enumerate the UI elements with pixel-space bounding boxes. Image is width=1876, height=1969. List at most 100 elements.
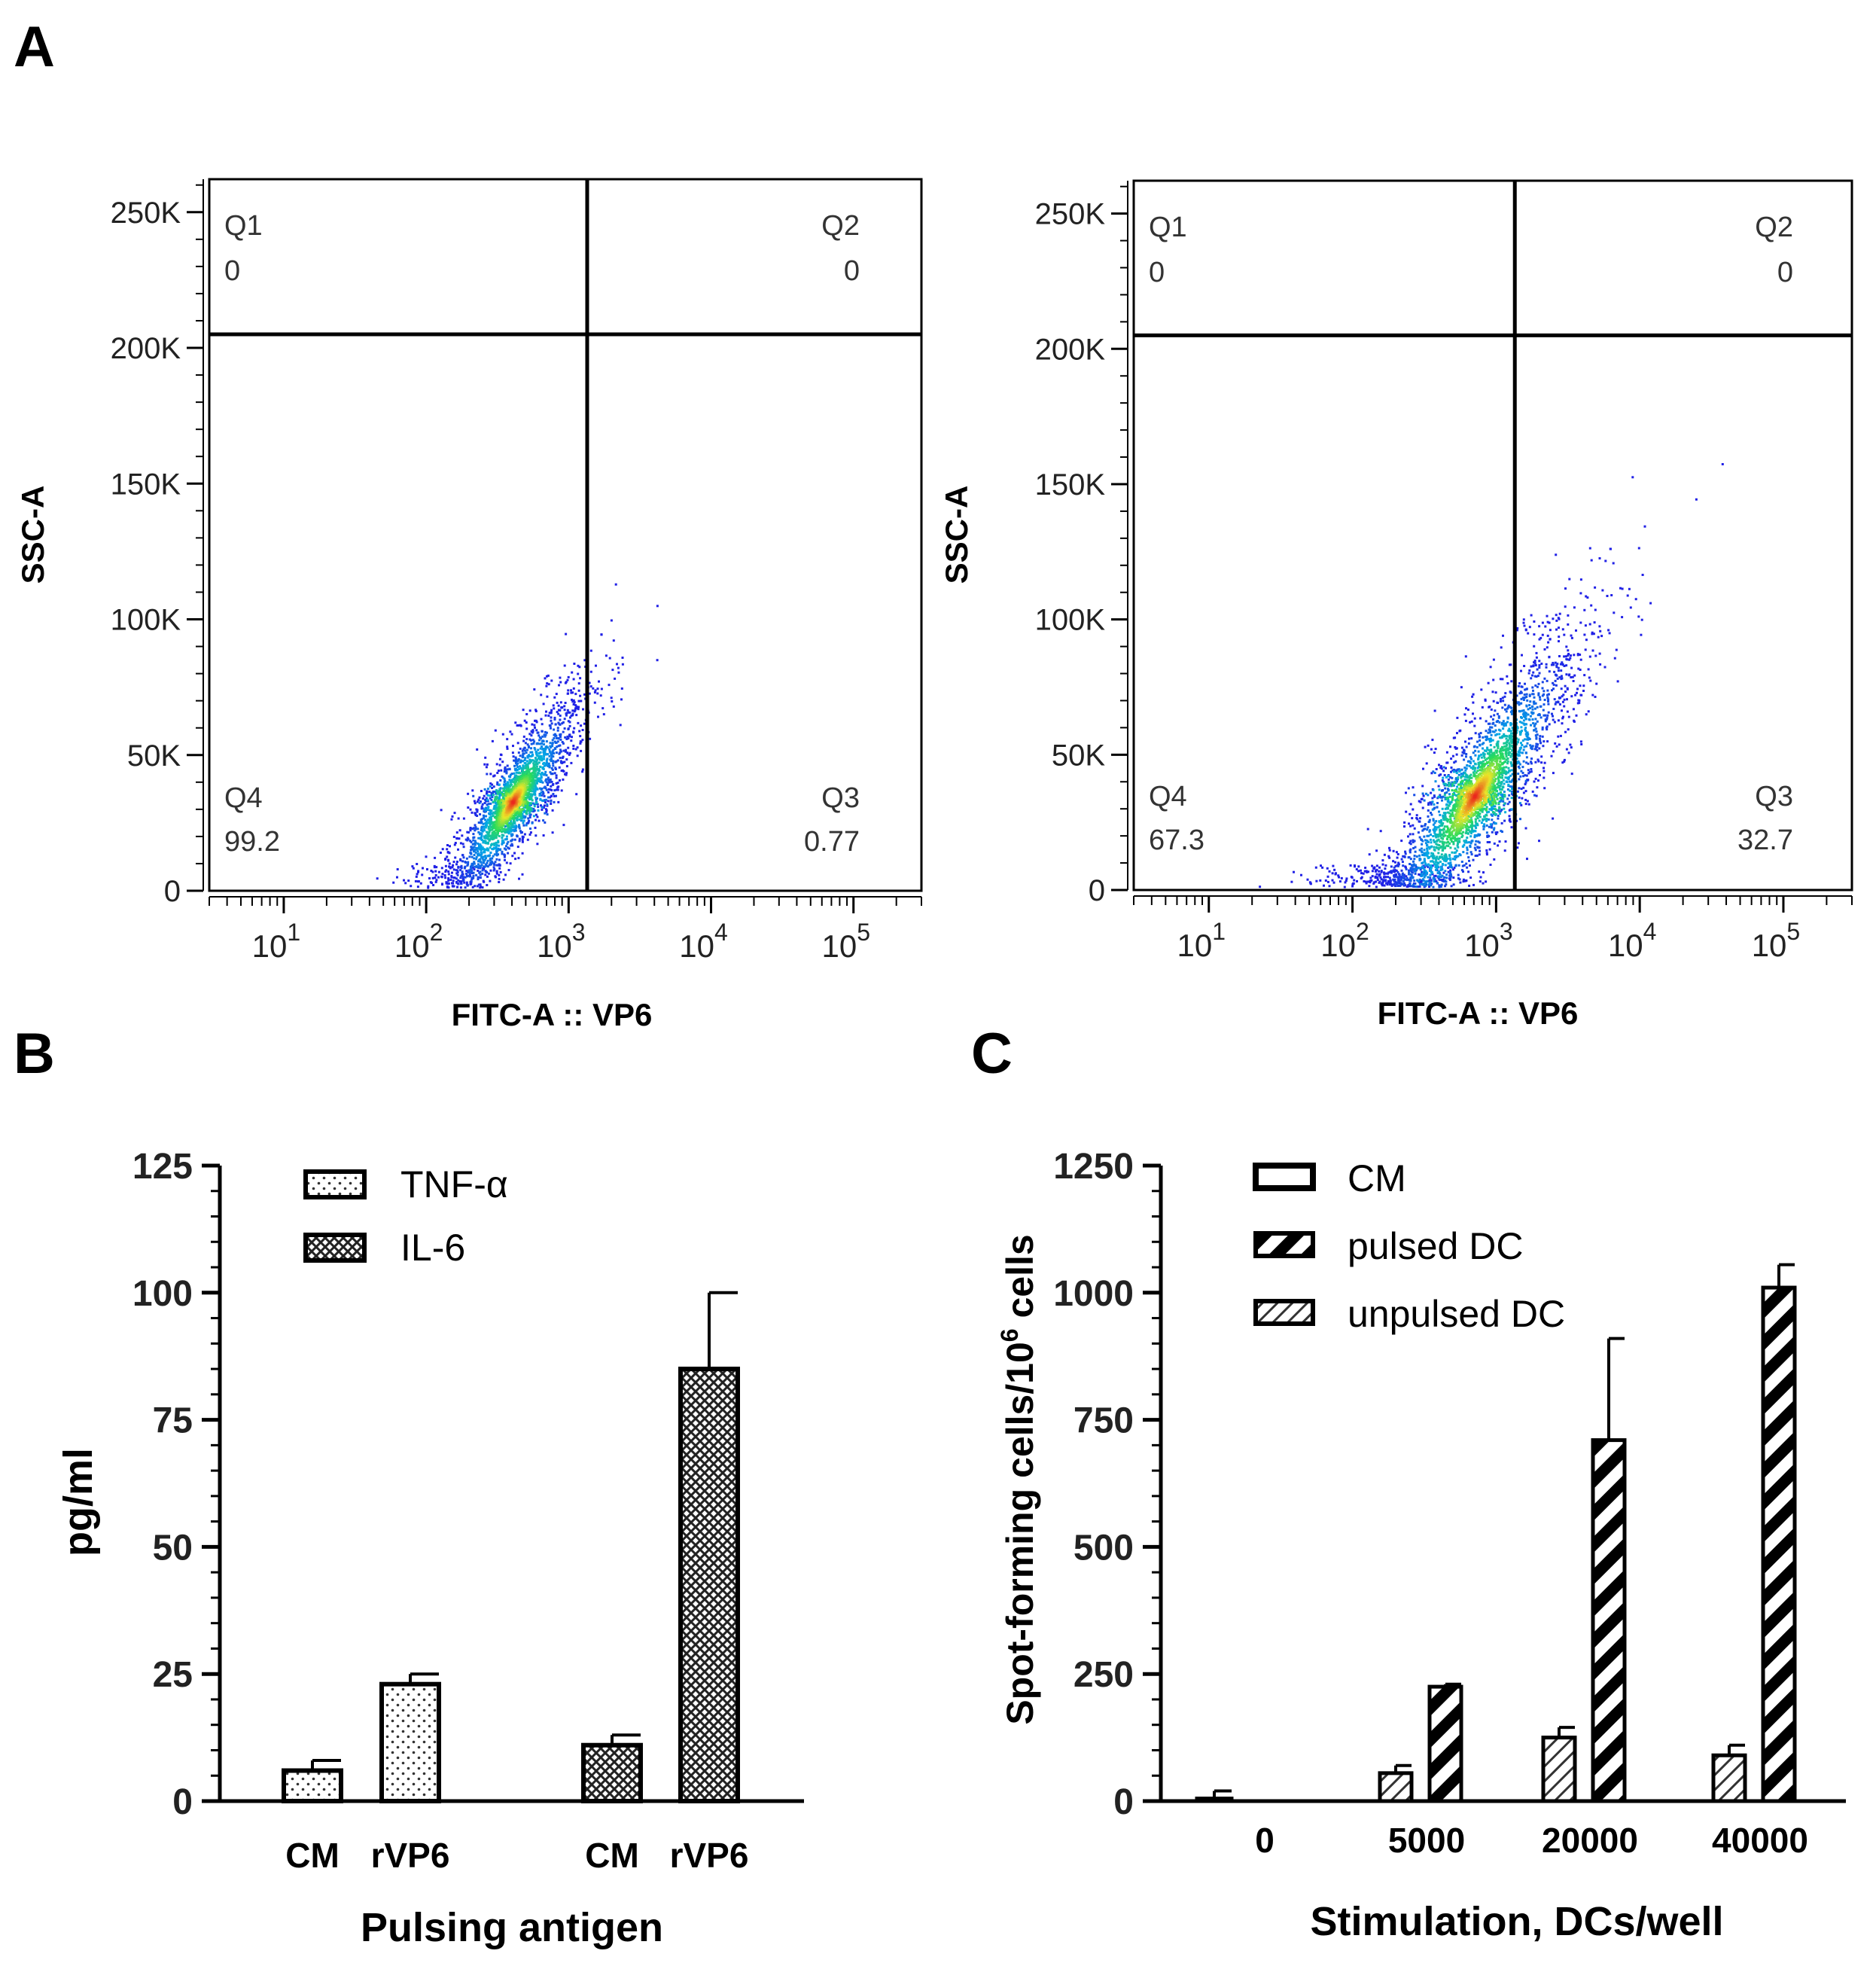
flow-plot-2-event	[1536, 733, 1539, 736]
flow-plot-2-event	[1517, 765, 1520, 768]
flow-plot-1-event	[455, 831, 458, 834]
flow-plot-1-event	[580, 700, 583, 703]
flow-plot-2-event	[1531, 790, 1534, 793]
flow-plot-1-event	[416, 885, 419, 888]
flow-plot-2-event	[1409, 883, 1412, 886]
flow-plot-2-event	[1490, 826, 1493, 829]
flow-plot-1-event	[531, 799, 534, 802]
flow-plot-2-event	[1427, 826, 1430, 829]
flow-plot-1-event	[489, 879, 492, 882]
flow-plot-2-event	[1527, 733, 1530, 736]
flow-plot-1-event	[447, 873, 450, 876]
flow-plot-2-event	[1424, 828, 1427, 831]
flow-plot-2-event	[1546, 728, 1549, 731]
flow-plot-1-event	[512, 815, 515, 818]
flow-plot-1-event	[527, 774, 529, 777]
flow-plot-2-event	[1469, 864, 1471, 867]
flow-plot-1-event	[504, 858, 506, 861]
flow-plot-1-event	[559, 709, 562, 712]
flow-plot-2-event	[1533, 633, 1536, 636]
flow-plot-2-event	[1435, 768, 1438, 770]
flow-plot-1-event	[508, 821, 511, 824]
flow-plot-2-event	[1451, 776, 1454, 779]
flow-plot-1-event	[563, 705, 566, 708]
flow-plot-2-event	[1380, 870, 1383, 873]
flow-plot-1-event	[543, 794, 546, 797]
flow-plot-1-x-tick-label: 103	[537, 919, 586, 964]
flow-plot-2-event	[1404, 852, 1407, 855]
flow-plot-1-x-tick-label: 101	[252, 919, 301, 964]
flow-plot-2-event	[1412, 786, 1415, 789]
flow-plot-2-event	[1530, 760, 1533, 764]
flow-plot-1-event	[541, 742, 543, 745]
flow-plot-1-event	[501, 792, 504, 795]
flow-plot-1-event	[504, 828, 507, 831]
flow-plot-1-x-title: FITC-A :: VP6	[452, 997, 653, 1032]
flow-plot-2-event	[1491, 823, 1494, 826]
flow-plot-1-event	[538, 761, 541, 764]
flow-plot-1-event	[550, 722, 553, 725]
flow-plot-2-event	[1504, 840, 1507, 843]
flow-plot-2-event	[1491, 818, 1494, 821]
flow-plot-2-event	[1464, 655, 1467, 658]
flow-plot-1-event	[512, 828, 515, 831]
flow-plot-1-event	[486, 791, 489, 794]
flow-plot-2-event	[1459, 729, 1462, 732]
flow-plot-2-event	[1577, 667, 1580, 670]
flow-plot-2-event	[1579, 578, 1582, 581]
flow-plot-2-event	[1520, 803, 1523, 806]
flow-plot-2-event	[1535, 675, 1538, 678]
flow-plot-2-event	[1461, 751, 1464, 754]
flow-plot-1-event	[492, 824, 495, 828]
flow-plot-1-event	[523, 759, 526, 761]
flow-plot-1-event	[547, 800, 550, 803]
flow-plot-2-event	[1414, 872, 1417, 875]
flow-plot-2-event	[1433, 709, 1436, 712]
flow-plot-1-event	[489, 854, 491, 857]
flow-plot-1-event	[435, 879, 438, 882]
flow-plot-1-event	[509, 773, 512, 776]
flow-plot-2-event	[1515, 629, 1518, 632]
flow-plot-1-event	[515, 785, 518, 788]
flow-plot-1-event	[481, 803, 484, 806]
flow-plot-1-event	[555, 776, 558, 779]
flow-plot-2-event	[1535, 656, 1538, 659]
flow-plot-2-event	[1409, 882, 1412, 885]
flow-plot-1-event	[396, 868, 399, 870]
flow-plot-2-event	[1334, 873, 1337, 876]
flow-plot-1-event	[480, 852, 483, 855]
flow-plot-1-event	[498, 757, 501, 760]
flow-plot-1-event	[471, 869, 474, 872]
flow-plot-1-event	[510, 834, 513, 837]
flow-plot-1-event	[562, 721, 565, 724]
flow-plot-1-event	[539, 747, 542, 750]
flow-plot-2-event	[1412, 883, 1415, 886]
flow-plot-2-event	[1516, 702, 1519, 705]
flow-plot-2-event	[1547, 700, 1549, 703]
flow-plot-1-event	[596, 687, 599, 690]
flow-plot-2-event	[1375, 868, 1378, 871]
flow-plot-1-event	[467, 861, 470, 864]
flow-plot-1-event	[550, 794, 553, 797]
flow-plot-1-event	[507, 840, 510, 843]
flow-plot-1-event	[453, 876, 456, 879]
flow-plot-1-event	[477, 876, 480, 879]
flow-plot-1-event	[543, 748, 546, 751]
flow-plot-1-event	[553, 707, 556, 710]
flow-plot-2-event	[1565, 645, 1568, 648]
flow-plot-2-event	[1366, 870, 1369, 873]
flow-plot-2-event	[1519, 802, 1521, 805]
flow-plot-1-event	[529, 828, 531, 830]
flow-plot-1-event	[434, 876, 437, 879]
flow-plot-1-event	[536, 843, 539, 846]
flow-plot-2-event	[1395, 873, 1398, 876]
flow-plot-1-event	[501, 843, 504, 846]
flow-plot-1-event	[544, 733, 547, 736]
flow-plot-1-event	[487, 872, 490, 875]
flow-plot-1-event	[531, 772, 534, 774]
flow-plot-1-q4-value: 99.2	[224, 826, 280, 858]
flow-plot-1-event	[493, 843, 496, 846]
flow-plot-2-event	[1530, 614, 1533, 617]
flow-plot-2-event	[1433, 803, 1436, 806]
flow-plot-1-event	[483, 802, 486, 804]
